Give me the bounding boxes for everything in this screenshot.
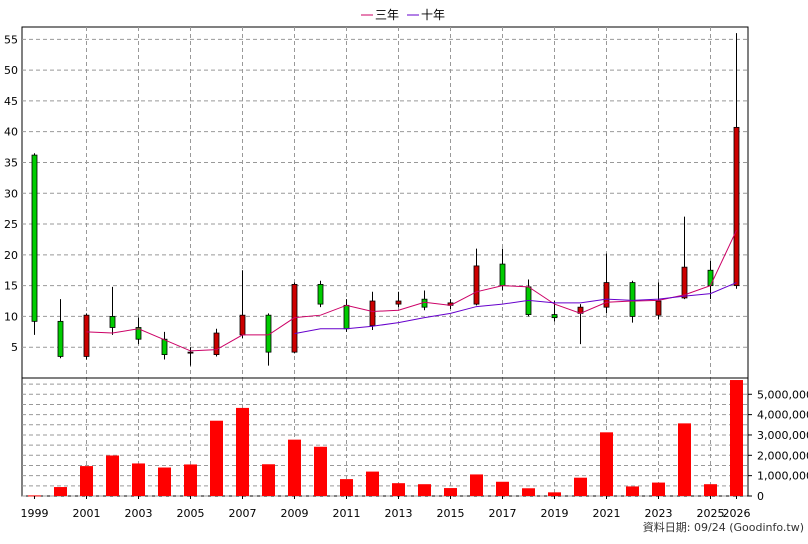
volume-y-tick-label: 1,000,000 <box>757 470 808 483</box>
price-y-tick-label: 40 <box>4 126 18 139</box>
x-tick-label: 2026 <box>723 507 751 520</box>
x-tick-label: 2011 <box>333 507 361 520</box>
volume-bar <box>106 455 119 496</box>
volume-bar <box>418 484 431 496</box>
legend: 三年 十年 <box>361 8 445 22</box>
x-tick-label: 2019 <box>541 507 569 520</box>
candle-body <box>473 265 480 305</box>
volume-bar <box>28 495 41 497</box>
price-y-tick-label: 50 <box>4 64 18 77</box>
candle-body <box>187 351 194 354</box>
x-tick-label: 2005 <box>177 507 205 520</box>
price-y-tick-label: 30 <box>4 187 18 200</box>
price-y-tick-label: 10 <box>4 310 18 323</box>
volume-y-tick-label: 4,000,000 <box>757 409 808 422</box>
candle-body <box>343 304 350 330</box>
candle-body <box>57 320 64 357</box>
price-panel: 5 10 15 20 25 30 35 40 45 50 55 <box>4 26 749 496</box>
x-axis: 1999 2001 2003 2005 2007 2009 2011 2013 2015 2017… <box>21 496 751 520</box>
price-y-tick-label: 55 <box>4 33 18 46</box>
x-tick-label: 2017 <box>489 507 517 520</box>
x-tick-label: 2007 <box>229 507 257 520</box>
candle-body <box>317 283 324 305</box>
volume-bar <box>54 487 67 496</box>
candle-body <box>499 263 506 287</box>
candle-body <box>291 283 298 353</box>
candle-body <box>395 300 402 305</box>
candle-body <box>239 314 246 336</box>
volume-bar <box>548 492 561 496</box>
ma-line-10y <box>294 282 737 335</box>
x-tick-label: 2003 <box>125 507 153 520</box>
price-y-tick-label: 20 <box>4 249 18 262</box>
candle-body <box>109 316 116 328</box>
volume-y-tick-label: 0 <box>757 490 764 503</box>
candle-body <box>655 300 662 316</box>
volume-bar <box>184 464 197 496</box>
candle-body <box>681 266 688 299</box>
candle-body <box>707 269 714 287</box>
x-tick-label: 2023 <box>645 507 673 520</box>
volume-bar <box>132 463 145 496</box>
volume-bar <box>392 483 405 496</box>
price-y-tick-label: 45 <box>4 95 18 108</box>
volume-bar <box>522 488 535 496</box>
volume-bar <box>678 423 691 496</box>
legend-label-10y: 十年 <box>421 8 445 22</box>
x-tick-label: 2001 <box>73 507 101 520</box>
candle-body <box>83 314 90 357</box>
volume-bar <box>80 466 93 496</box>
volume-bar <box>210 420 223 496</box>
volume-bar <box>444 488 457 496</box>
price-y-tick-label: 5 <box>11 341 18 354</box>
x-tick-label: 2021 <box>593 507 621 520</box>
volume-bar <box>600 432 613 496</box>
volume-bar <box>652 482 665 496</box>
price-y-tick-label: 25 <box>4 218 18 231</box>
x-tick-label: 2025 <box>697 507 725 520</box>
candle-body <box>603 282 610 308</box>
volume-bar <box>470 474 483 496</box>
volume-panel: 0 1,000,000 2,000,000 3,000,000 4,000,000 5,0… <box>21 377 808 503</box>
price-y-tick-label: 15 <box>4 280 18 293</box>
candle-body <box>161 338 168 355</box>
volume-bar <box>158 467 171 496</box>
candle-body <box>733 126 740 287</box>
volume-bar <box>340 479 353 496</box>
volume-bar <box>704 484 717 496</box>
volume-bar <box>626 486 639 496</box>
volume-bar <box>236 407 249 496</box>
volume-y-tick-label: 3,000,000 <box>757 429 808 442</box>
price-plot-frame <box>21 26 749 379</box>
x-tick-label: 2013 <box>385 507 413 520</box>
ma-line-3y <box>86 229 737 352</box>
candle-body <box>369 300 376 327</box>
volume-bar <box>730 380 743 496</box>
volume-bar <box>574 477 587 496</box>
candle-body <box>551 314 558 319</box>
volume-plot-frame <box>21 377 749 497</box>
volume-y-tick-label: 5,000,000 <box>757 388 808 401</box>
candle-body <box>31 154 38 322</box>
x-tick-label: 2009 <box>281 507 309 520</box>
legend-label-3y: 三年 <box>375 8 399 22</box>
candle-body <box>213 332 220 355</box>
volume-bar <box>288 439 301 496</box>
volume-bar <box>262 464 275 496</box>
candle-body <box>629 282 636 317</box>
volume-bar <box>366 471 379 496</box>
x-tick-label: 2015 <box>437 507 465 520</box>
price-y-tick-label: 35 <box>4 156 18 169</box>
volume-bar <box>314 446 327 496</box>
data-date-credit: 資料日期: 09/24 (Goodinfo.tw) <box>643 520 804 534</box>
volume-bar <box>496 481 509 496</box>
candle-body <box>135 327 142 340</box>
x-tick-label: 1999 <box>21 507 49 520</box>
volume-y-tick-label: 2,000,000 <box>757 449 808 462</box>
